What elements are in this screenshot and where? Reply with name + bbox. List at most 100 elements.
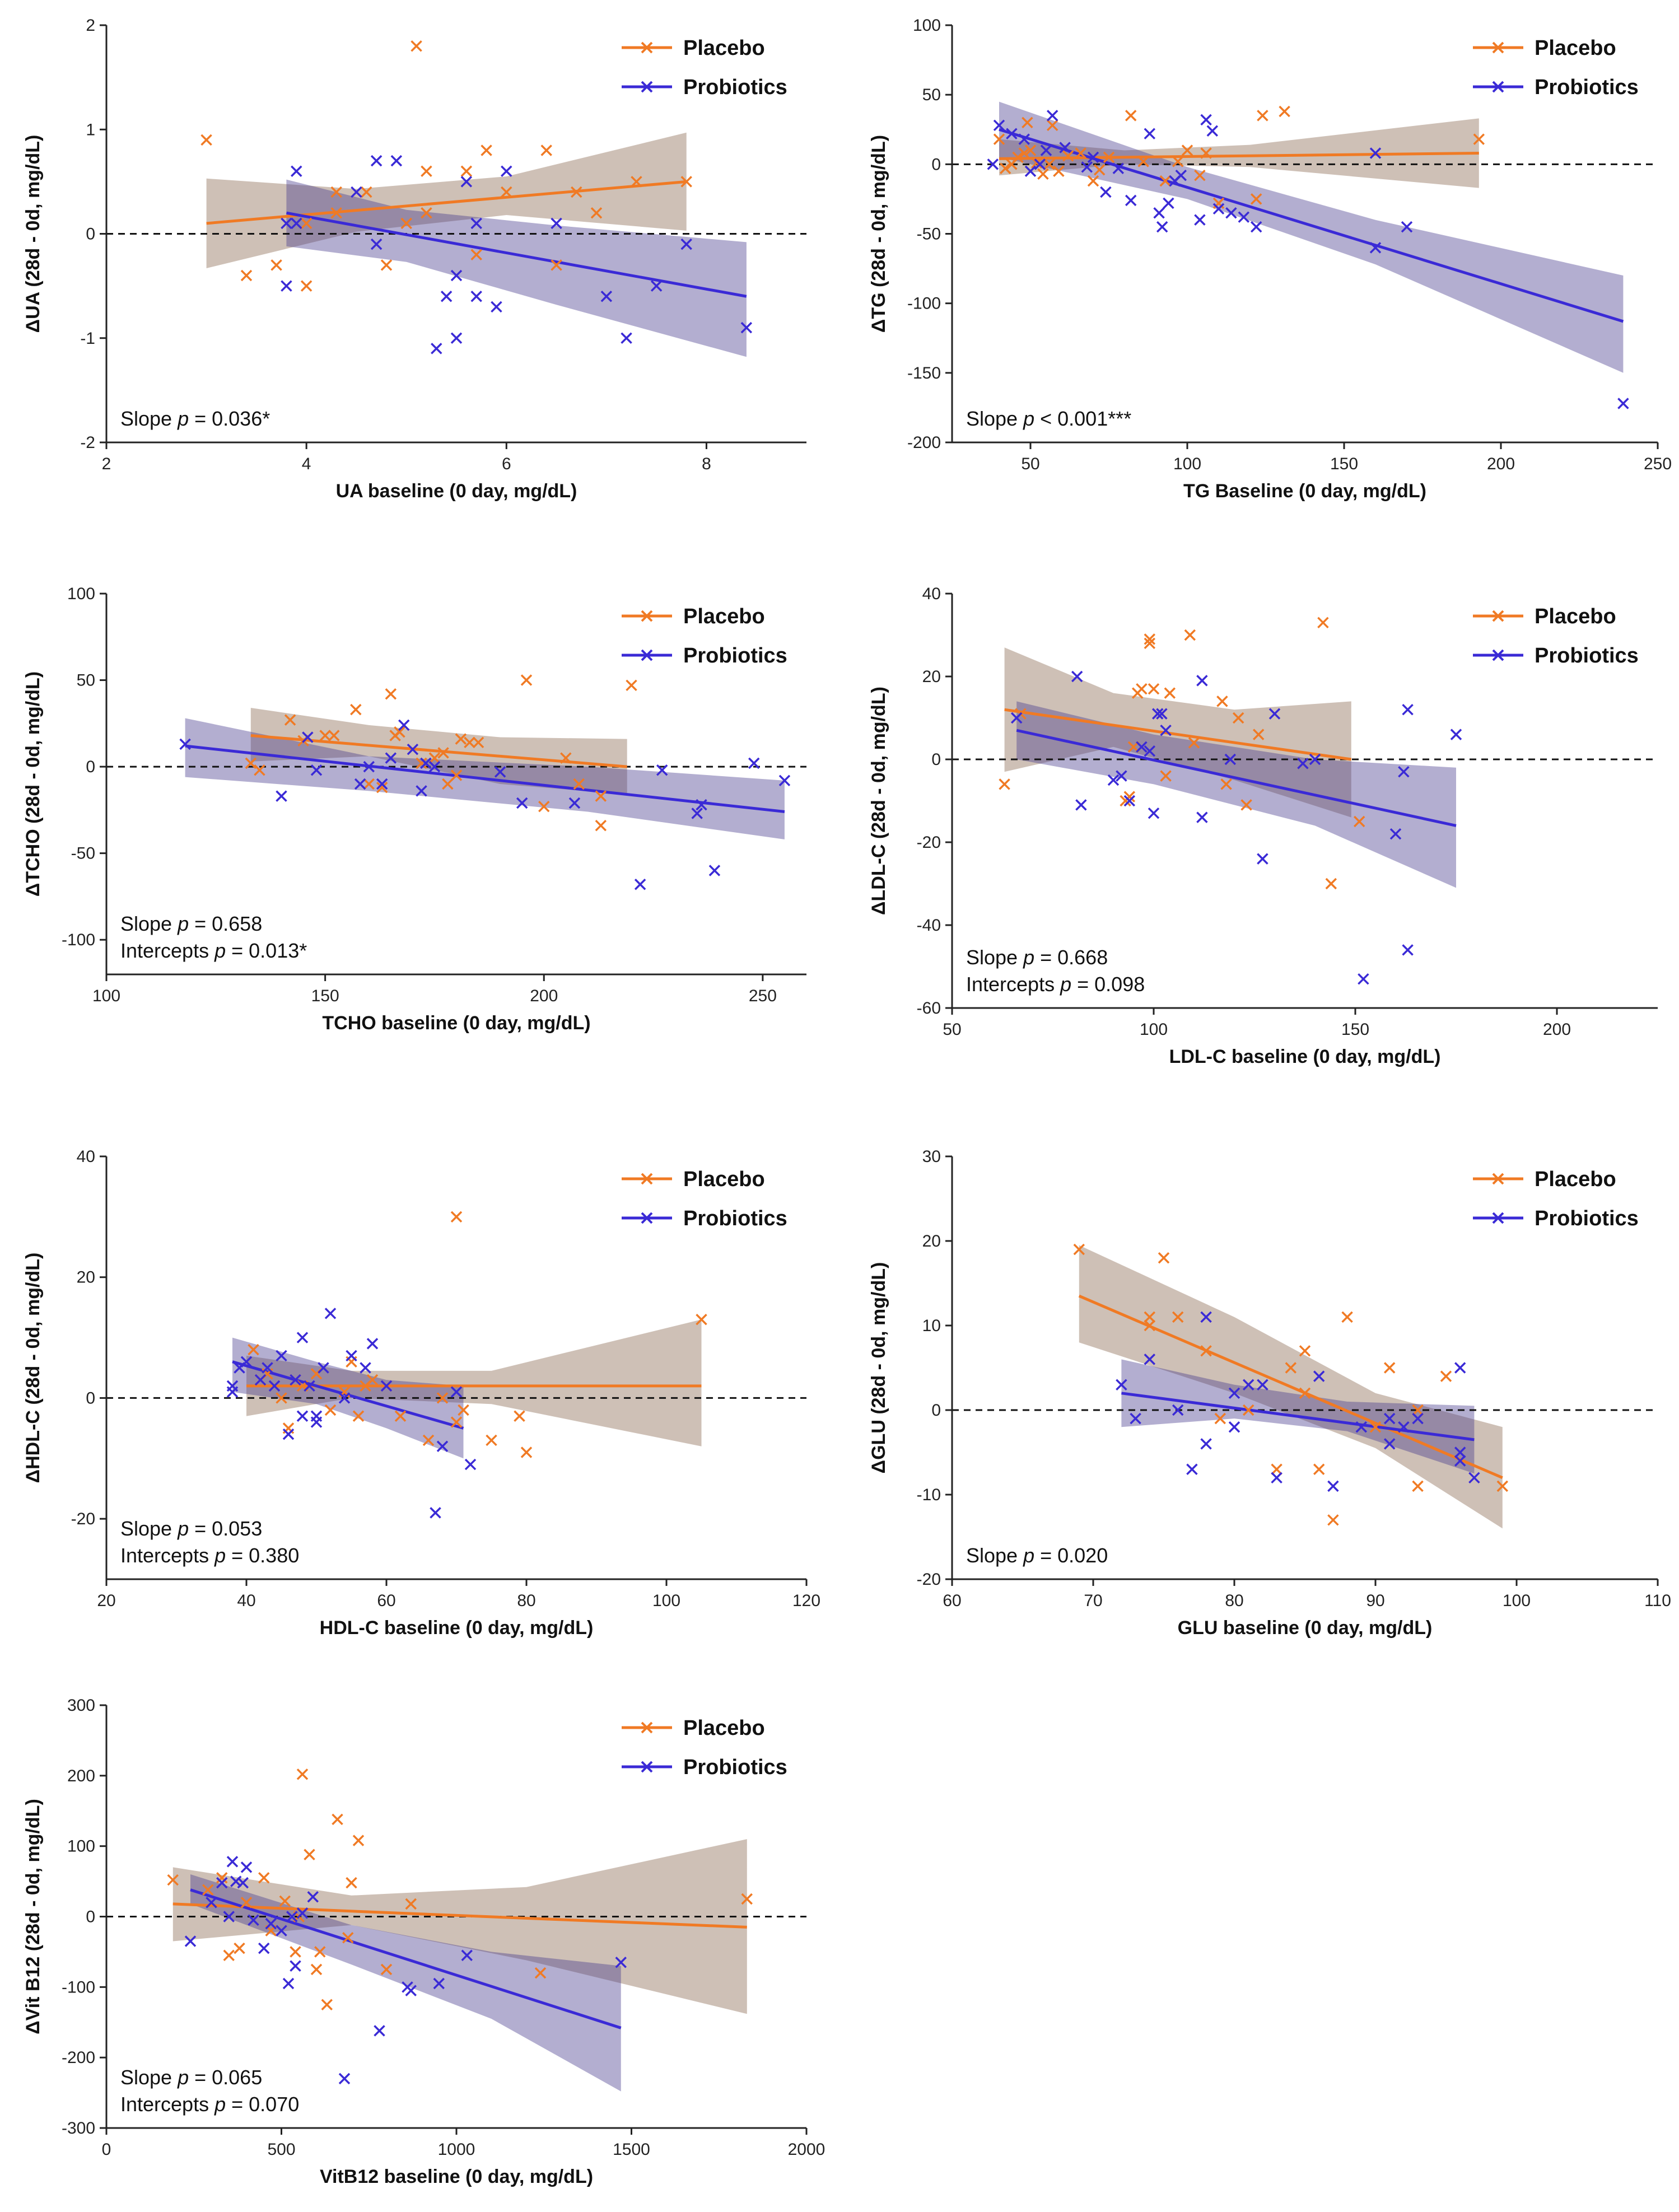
glu-probiotics-fit-line [1121, 1392, 1475, 1441]
vitb12-probiotics-point [296, 1907, 309, 1919]
glu-y-axis-label: ΔGLU (28d - 0d, mg/dL) [868, 1262, 889, 1474]
ua-legend-label-probiotics: Probiotics [683, 76, 787, 99]
glu-probiotics-point [1313, 1370, 1325, 1382]
hdlc-probiotics-point [338, 1392, 351, 1404]
hdlc-y-tick-label: 0 [86, 1389, 95, 1407]
ua-placebo-point [680, 176, 692, 188]
glu-placebo-point [1299, 1345, 1311, 1357]
glu-probiotics-point [1271, 1472, 1282, 1484]
tcho-placebo-point [437, 747, 449, 759]
ldlc-probiotics-point [1123, 795, 1136, 807]
tcho-y-tick-label: -50 [71, 844, 95, 863]
ldlc-placebo-point [1353, 815, 1365, 828]
tcho-probiotics-point [494, 766, 506, 778]
glu-legend-marker-probiotics [1492, 1212, 1504, 1224]
ldlc-placebo-point [1216, 696, 1228, 707]
ldlc-y-tick-label: 20 [922, 668, 941, 686]
tg-placebo-point [1053, 165, 1065, 177]
vitb12-x-tick-label: 2000 [788, 2140, 825, 2159]
tcho-placebo-point [450, 769, 463, 781]
hdlc-probiotics-point [436, 1440, 449, 1452]
ua-probiotics-point [680, 238, 692, 250]
ldlc-probiotics-point [1309, 753, 1321, 766]
ua-placebo-point [551, 259, 562, 271]
tcho-probiotics-point [778, 774, 791, 787]
hdlc-probiotics-point [310, 1416, 323, 1428]
ldlc-probiotics-point [1160, 724, 1172, 736]
ldlc-probiotics-ci-band [1016, 701, 1456, 888]
ua-probiotics-point [450, 269, 463, 282]
vitb12-x-tick-label: 1000 [438, 2140, 475, 2159]
tg-placebo-point [993, 133, 1005, 145]
tg-placebo-point [1172, 156, 1184, 167]
glu-probiotics-point [1454, 1446, 1466, 1458]
ldlc-probiotics-point [1268, 708, 1281, 720]
hdlc-placebo-point [486, 1434, 497, 1446]
ldlc-probiotics-point [1116, 770, 1127, 782]
vitb12-probiotics-point [248, 1914, 259, 1926]
hdlc-y-tick-label: 40 [77, 1147, 95, 1166]
tg-probiotics-point [1175, 169, 1187, 181]
ldlc-probiotics-point [1402, 944, 1414, 956]
ldlc-placebo-point [1144, 637, 1156, 650]
tg-placebo-point [1473, 133, 1485, 145]
ua-probiotics-ci-band [286, 179, 747, 357]
tcho-x-axis-label: TCHO baseline (0 day, mg/dL) [322, 1012, 590, 1034]
ua-probiotics-point [291, 217, 302, 230]
hdlc-placebo-point [394, 1410, 407, 1422]
vitb12-placebo-point [290, 1946, 301, 1958]
ua-y-tick-label: 0 [86, 225, 95, 244]
hdlc-probiotics-point [296, 1410, 309, 1422]
ua-probiotics-fit-line [286, 211, 747, 298]
tcho-placebo-point [472, 736, 484, 749]
ua-probiotics-point [450, 332, 463, 344]
tg-placebo-point [1022, 116, 1033, 129]
glu-x-tick-label: 60 [943, 1592, 961, 1610]
tg-probiotics-point [1144, 128, 1156, 139]
ua-y-axis-label: ΔUA (28d - 0d, mg/dL) [22, 135, 44, 333]
ldlc-placebo-point [1184, 629, 1196, 641]
hdlc-y-tick-label: -20 [71, 1510, 95, 1528]
ldlc-probiotics-point [1151, 708, 1164, 720]
ua-legend-label-placebo: Placebo [683, 36, 765, 60]
vitb12-y-tick-label: -300 [62, 2119, 95, 2138]
ua-probiotics-point [501, 165, 512, 177]
hdlc-x-axis-label: HDL-C baseline (0 day, mg/dL) [320, 1617, 594, 1639]
hdlc-probiotics-point [268, 1380, 281, 1392]
tg-probiotics-point [1024, 165, 1037, 177]
vitb12-probiotics-point [226, 1856, 239, 1868]
vitb12-probiotics-fit-line [190, 1888, 622, 2029]
tg-probiotics-point [1225, 207, 1237, 219]
glu-probiotics-point [1454, 1455, 1466, 1467]
tcho-probiotics-point [363, 760, 375, 773]
ua-probiotics-point [390, 155, 403, 167]
hdlc-probiotics-point [254, 1374, 267, 1386]
tg-probiotics-point [1087, 151, 1099, 164]
ua-x-tick-label: 8 [702, 455, 711, 473]
tg-probiotics-point [1081, 161, 1093, 173]
vitb12-probiotics-point [461, 1949, 473, 1961]
hdlc-y-tick-label: 20 [77, 1268, 95, 1287]
glu-y-tick-label: 0 [931, 1401, 941, 1420]
tcho-placebo-point [284, 714, 296, 726]
tg-probiotics-point [1059, 142, 1071, 153]
hdlc-probiotics-point [430, 1507, 441, 1519]
glu-placebo-point [1271, 1463, 1282, 1475]
tg-placebo-point [1103, 151, 1115, 164]
tg-placebo-point [1194, 169, 1206, 181]
hdlc-stat-annotation: Intercepts p = 0.380 [120, 1544, 299, 1567]
glu-probiotics-point [1327, 1480, 1339, 1492]
vitb12-x-tick-label: 500 [267, 2140, 295, 2159]
tcho-placebo-point [385, 688, 397, 700]
ua-placebo-fit-line [206, 180, 687, 225]
tcho-placebo-point [376, 781, 388, 794]
hdlc-legend-label-placebo: Placebo [683, 1168, 765, 1191]
vitb12-y-tick-label: -200 [62, 2048, 95, 2067]
glu-probiotics-point [1144, 1354, 1156, 1365]
tcho-x-tick-label: 150 [311, 987, 339, 1005]
glu-probiotics-point [1468, 1472, 1480, 1484]
tcho-legend-label-placebo: Placebo [683, 605, 765, 628]
hdlc-placebo-point [450, 1211, 463, 1223]
vitb12-probiotics-point [258, 1942, 270, 1954]
vitb12-probiotics-point [290, 1960, 301, 1972]
